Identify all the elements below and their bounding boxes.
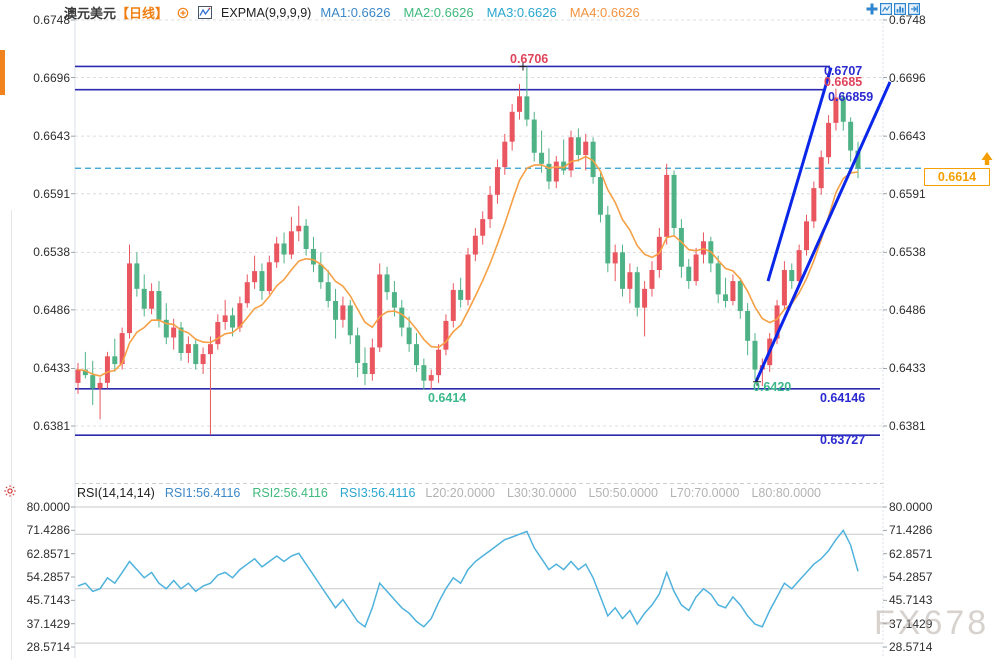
watermark: FX678: [874, 604, 990, 642]
chart-window-icon[interactable]: [880, 3, 892, 15]
pan-move-icon[interactable]: [866, 3, 878, 15]
rsi-tick-label: 80.0000: [26, 500, 70, 514]
price-tick-label: 0.6538: [33, 245, 70, 260]
price-label: 0.66859: [828, 90, 874, 104]
ma-readout: MA2:0.6626: [403, 5, 474, 20]
current-price-box: 0.6614: [924, 168, 990, 186]
price-label: 0.6414: [428, 391, 467, 405]
rsi-level-readout: L20:20.0000: [425, 486, 495, 500]
price-label: 0.6707: [824, 64, 863, 78]
rsi-level-readout: L70:70.0000: [669, 486, 740, 500]
price-tick-label: 0.6486: [889, 302, 926, 317]
price-up-arrow-icon: [978, 151, 996, 167]
trend-channel-line[interactable]: [766, 67, 833, 282]
indicator-label: EXPMA(9,9,9,9): [221, 5, 312, 20]
price-tick-label: 0.6591: [33, 186, 70, 201]
rsi-level-readout: L30:30.0000: [506, 486, 577, 500]
rsi-tick-label: 80.0000: [889, 500, 933, 514]
price-tick-label: 0.6748: [889, 13, 926, 27]
price-tick-label: 0.6591: [889, 186, 926, 201]
rsi-level-readout: L50:50.0000: [588, 486, 658, 500]
rsi-level-readout: L80:80.0000: [751, 486, 821, 500]
expma-line: [77, 155, 859, 377]
rsi-readout: RSI2:56.4116: [252, 486, 328, 500]
rsi-tick-label: 71.4286: [26, 523, 70, 538]
price-tick-label: 0.6643: [889, 129, 926, 144]
price-tick-label: 0.6381: [889, 419, 926, 433]
rsi-tick-label: 62.8571: [26, 546, 70, 561]
rsi-settings-icon[interactable]: [3, 484, 17, 498]
trend-channel-line[interactable]: [754, 81, 892, 383]
chart-toolbar: [866, 3, 920, 15]
ma-readout: MA1:0.6626: [320, 5, 391, 20]
ma-readout: MA3:0.6626: [486, 5, 557, 20]
add-indicator-icon[interactable]: [177, 7, 189, 19]
left-accent-strip: [0, 50, 5, 95]
rsi-level-readouts: L20:20.0000 L30:30.0000 L50:50.0000 L70:70.…: [425, 486, 821, 500]
price-label: 0.6420: [753, 380, 792, 394]
rsi-line: [77, 529, 859, 628]
price-tick-label: 0.6748: [33, 13, 70, 27]
price-label: 0.6685: [824, 75, 863, 89]
rsi-tick-label: 28.5714: [26, 640, 70, 655]
rsi-tick-label: 28.5714: [889, 640, 933, 655]
chart-type-icon[interactable]: [198, 6, 213, 19]
price-tick-label: 0.6486: [33, 302, 70, 317]
price-label: 0.63727: [820, 433, 866, 447]
ma-readouts: MA1:0.6626 MA2:0.6626 MA3:0.6626 MA4:0.6626: [320, 5, 639, 20]
candles: [75, 66, 861, 435]
rsi-tick-label: 54.2857: [889, 570, 933, 585]
period-label: 【日线】: [116, 6, 169, 21]
price-tick-label: 0.6538: [889, 245, 926, 260]
price-tick-label: 0.6696: [33, 70, 70, 85]
rsi-tick-label: 54.2857: [26, 570, 70, 585]
column-chart-icon[interactable]: [894, 3, 906, 15]
rsi-indicator-label: RSI(14,14,14): [77, 486, 155, 500]
rsi-readout: RSI3:56.4116: [339, 486, 416, 500]
price-tick-label: 0.6433: [889, 361, 926, 376]
rsi-readouts: RSI1:56.4116 RSI2:56.4116 RSI3:56.4116: [165, 486, 416, 500]
main-chart-header: 澳元美元 【日线】 EXPMA(9,9,9,9) MA1:0.6626 MA2:0.…: [64, 3, 640, 22]
rsi-tick-label: 37.1429: [26, 616, 70, 631]
price-tick-label: 0.6696: [889, 70, 926, 85]
price-tick-label: 0.6643: [33, 129, 70, 144]
price-label: 0.64146: [820, 391, 866, 405]
rsi-tick-label: 37.1429: [889, 616, 933, 631]
symbol-title: 澳元美元: [64, 6, 117, 21]
rsi-tick-label: 45.7143: [26, 593, 70, 608]
rsi-tick-label: 62.8571: [889, 546, 933, 561]
left-panel-divider: [11, 210, 12, 660]
export-panel-icon[interactable]: [908, 3, 920, 15]
rsi-tick-label: 45.7143: [889, 593, 933, 608]
rsi-tick-label: 71.4286: [889, 523, 933, 538]
price-tick-label: 0.6381: [33, 419, 70, 433]
price-label: 0.6706: [510, 52, 549, 66]
ma-readout: MA4:0.6626: [569, 5, 640, 20]
rsi-readout: RSI1:56.4116: [164, 486, 241, 500]
price-tick-label: 0.6433: [33, 361, 70, 376]
rsi-header: RSI(14,14,14) RSI1:56.4116 RSI2:56.4116 RS…: [77, 486, 821, 500]
